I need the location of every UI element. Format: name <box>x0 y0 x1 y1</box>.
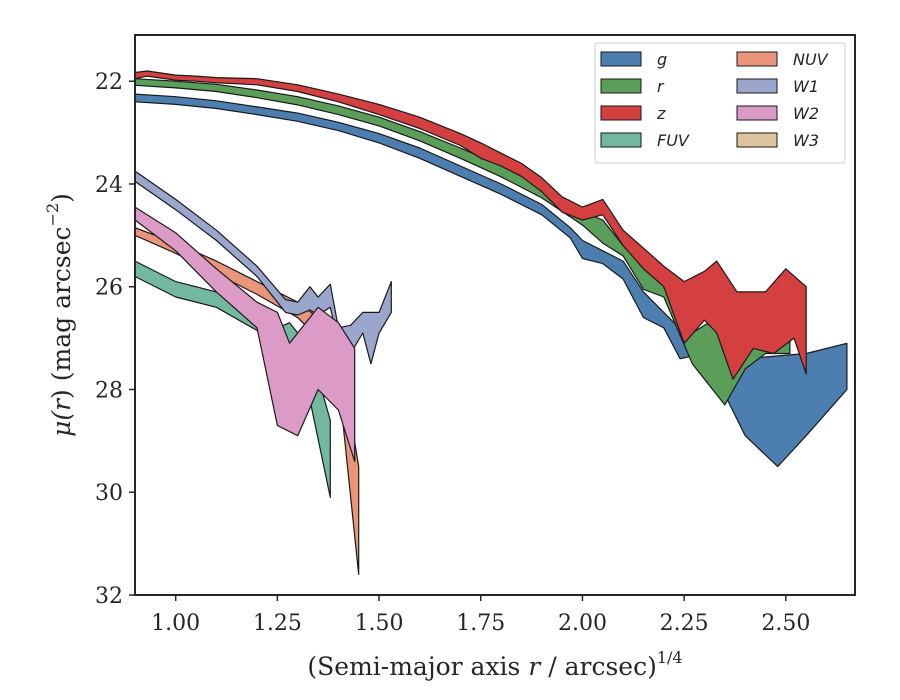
band-r <box>135 78 791 406</box>
legend-swatch-nuv <box>736 51 778 67</box>
legend-swatch-z <box>600 105 642 121</box>
y-axis-label-rest: ) (mag arcsec <box>47 226 76 399</box>
legend-label-g: g <box>657 50 667 69</box>
legend-label-w3: W3 <box>793 131 819 150</box>
plot-frame <box>134 34 856 596</box>
x-tick-label: 2.50 <box>761 611 810 636</box>
y-axis-label-mu: μ( <box>47 410 76 437</box>
y-axis-ticks: 22 24 26 28 30 32 <box>95 70 135 609</box>
x-axis-label: (Semi-major axis r / arcsec)1/4 <box>307 648 682 681</box>
x-axis-label-var: r <box>528 652 542 681</box>
legend-swatch-w3 <box>736 132 778 148</box>
x-axis-label-text: (Semi-major axis <box>307 652 528 681</box>
band-series-group <box>135 70 848 575</box>
y-axis-label-exponent: −2 <box>43 203 62 227</box>
y-tick-label: 26 <box>95 276 123 301</box>
y-tick-label: 22 <box>95 70 123 95</box>
y-tick-label: 24 <box>95 173 123 198</box>
y-tick-label: 30 <box>95 481 123 506</box>
legend-frame <box>594 42 846 164</box>
legend-swatch-fuv <box>600 132 642 148</box>
band-w2 <box>135 206 356 462</box>
x-tick-label: 1.75 <box>456 611 505 636</box>
y-tick-label: 32 <box>95 584 123 609</box>
band-w1 <box>135 170 392 365</box>
y-axis-label-var: r <box>47 397 76 411</box>
legend-label-fuv: FUV <box>657 131 690 150</box>
y-axis-label-end: ) <box>47 193 76 203</box>
x-tick-label: 1.50 <box>355 611 404 636</box>
x-tick-label: 1.00 <box>151 611 200 636</box>
legend-swatch-w1 <box>736 78 778 94</box>
legend-label-w2: W2 <box>793 104 819 123</box>
y-tick-label: 28 <box>95 378 123 403</box>
legend-swatch-w2 <box>736 105 778 121</box>
legend-label-nuv: NUV <box>793 50 829 69</box>
legend-label-w1: W1 <box>793 77 819 96</box>
legend: grz FUV NUV W1 W2 W3 <box>594 42 846 164</box>
legend-label-r: r <box>657 77 665 96</box>
x-tick-label: 1.25 <box>253 611 302 636</box>
legend-swatch-r <box>600 78 642 94</box>
x-axis-label-unit: / arcsec) <box>540 652 657 681</box>
x-tick-label: 2.25 <box>660 611 709 636</box>
legend-swatch-g <box>600 51 642 67</box>
legend-label-z: z <box>656 104 666 123</box>
band-z <box>135 70 807 380</box>
x-axis-ticks: 1.00 1.25 1.50 1.75 2.00 2.25 2.50 <box>151 595 810 636</box>
x-tick-label: 2.00 <box>558 611 607 636</box>
x-axis-label-exponent: 1/4 <box>657 648 683 667</box>
band-g <box>135 93 848 468</box>
y-axis-label: μ(r) (mag arcsec−2) <box>43 193 76 437</box>
